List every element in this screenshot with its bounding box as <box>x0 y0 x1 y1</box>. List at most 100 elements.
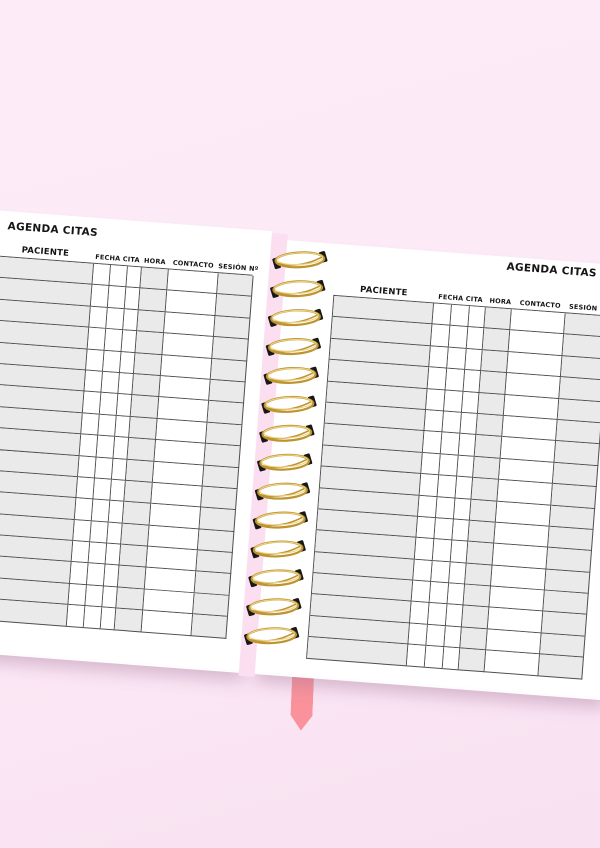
table-cell-fecha-cita <box>427 603 448 627</box>
page-right: AGENDA CITAS PACIENTE FECHA CITA HORA CONTA… <box>247 239 600 697</box>
table-cell-hora <box>458 648 487 672</box>
table-cell-sesion <box>538 654 584 680</box>
table-cell-sesion <box>194 571 232 596</box>
table-cell-hora <box>117 566 147 590</box>
page-left: AGENDA CITAS PACIENTE FECHA CITA HORA CONTA… <box>0 205 273 670</box>
table-cell-fecha-cita <box>84 370 103 394</box>
table-cell-fecha-cita <box>71 541 91 564</box>
table-cell-fecha-cita <box>422 431 443 455</box>
table-cell-fecha-cita <box>90 521 109 544</box>
table-cell-fecha-cita <box>429 582 450 605</box>
table-cell-fecha-cita <box>427 367 448 391</box>
table-cell-sesion <box>207 401 244 426</box>
table-cell-sesion <box>191 614 228 639</box>
table-cell-fecha-cita <box>78 455 97 479</box>
table-cell-fecha-cita <box>442 411 462 435</box>
table-cell-fecha-cita <box>461 391 480 414</box>
table-cell-hora <box>474 435 503 459</box>
table-cell-fecha-cita <box>448 326 469 349</box>
table-cell-fecha-cita <box>432 303 453 327</box>
table-cell-fecha-cita <box>431 560 451 584</box>
table-cell-fecha-cita <box>68 583 87 607</box>
table-cell-fecha-cita <box>439 454 459 477</box>
table-cell-hora <box>460 627 488 651</box>
table-cell-fecha-cita <box>426 624 446 648</box>
table-cell-hora <box>129 416 158 441</box>
table-cell-fecha-cita <box>424 646 445 669</box>
table-cell-hora <box>477 392 506 416</box>
table-cell-fecha-cita <box>437 475 458 499</box>
table-cell-sesion <box>205 422 243 447</box>
table-cell-fecha-cita <box>104 329 124 352</box>
table-cell-fecha-cita <box>460 412 478 436</box>
table-cell-hora <box>137 310 166 334</box>
table-cell-hora <box>140 267 169 291</box>
table-cell-hora <box>127 438 157 462</box>
table-cell-sesion <box>213 315 251 340</box>
table-cell-hora <box>468 520 496 544</box>
table-cell-fecha-cita <box>411 580 432 604</box>
table-cell-fecha-cita <box>96 435 116 459</box>
table-cell-fecha-cita <box>416 516 436 540</box>
table-cell-fecha-cita <box>101 371 120 395</box>
table-cell-sesion <box>210 358 248 383</box>
table-cell-fecha-cita <box>86 563 106 587</box>
table-grid-left <box>0 250 254 639</box>
table-cell-fecha-cita <box>76 477 95 500</box>
table-cell-fecha-cita <box>452 519 470 542</box>
table-cell-hora <box>122 502 152 526</box>
table-cell-fecha-cita <box>91 499 111 523</box>
table-cell-fecha-cita <box>453 498 472 521</box>
table-cell-fecha-cita <box>463 370 482 393</box>
table-cell-hora <box>132 374 161 398</box>
table-cell-fecha-cita <box>74 498 94 522</box>
table-cell-fecha-cita <box>429 346 449 369</box>
table-cell-fecha-cita <box>426 388 446 412</box>
table-cell-fecha-cita <box>85 585 104 608</box>
table-cell-fecha-cita <box>457 455 475 478</box>
table-cell-fecha-cita <box>81 413 100 436</box>
table-cell-sesion <box>199 507 236 532</box>
table-cell-fecha-cita <box>418 495 438 519</box>
table-cell-sesion <box>217 273 254 298</box>
table-cell-fecha-cita <box>86 349 105 372</box>
table-cell-hora <box>461 605 490 630</box>
table-cell-fecha-cita <box>430 324 451 348</box>
table-cell-fecha-cita <box>94 457 114 480</box>
table-cell-fecha-cita <box>109 265 128 288</box>
table-cell-fecha-cita <box>447 583 466 606</box>
table-cell-fecha-cita <box>83 606 103 630</box>
table-cell-fecha-cita <box>414 538 435 561</box>
table-cell-fecha-cita <box>424 410 444 433</box>
table-cell-hora <box>479 371 508 395</box>
page-title-right: AGENDA CITAS <box>506 260 598 280</box>
table-cell-fecha-cita <box>82 391 102 415</box>
table-cell-fecha-cita <box>419 474 440 497</box>
table-cell-fecha-cita <box>449 562 467 585</box>
table-cell-fecha-cita <box>73 519 92 543</box>
table-cell-fecha-cita <box>466 327 485 351</box>
table-cell-fecha-cita <box>98 414 117 438</box>
table-cell-fecha-cita <box>440 432 461 456</box>
table-grid-right <box>306 294 600 680</box>
table-cell-hora <box>465 563 493 587</box>
table-cell-hora <box>482 328 511 352</box>
table-cell-sesion <box>212 337 249 362</box>
table-cell-fecha-cita <box>458 434 477 457</box>
table-cell-hora <box>114 608 144 633</box>
table-cell-fecha-cita <box>413 559 433 583</box>
table-cell-contacto <box>484 650 541 676</box>
table-cell-fecha-cita <box>89 306 108 330</box>
table-cell-hora <box>471 477 500 502</box>
appointments-table-left: PACIENTE FECHA CITA HORA CONTACTO SESIÓN Nº <box>0 230 259 639</box>
table-cell-fecha-cita <box>468 306 486 329</box>
table-cell-fecha-cita <box>408 623 428 647</box>
table-cell-sesion <box>209 379 246 404</box>
table-cell-fecha-cita <box>409 602 430 625</box>
table-cell-hora <box>121 523 150 547</box>
table-cell-hora <box>125 459 155 483</box>
table-cell-hora <box>130 395 160 419</box>
table-cell-fecha-cita <box>443 390 464 413</box>
table-cell-fecha-cita <box>93 478 112 502</box>
